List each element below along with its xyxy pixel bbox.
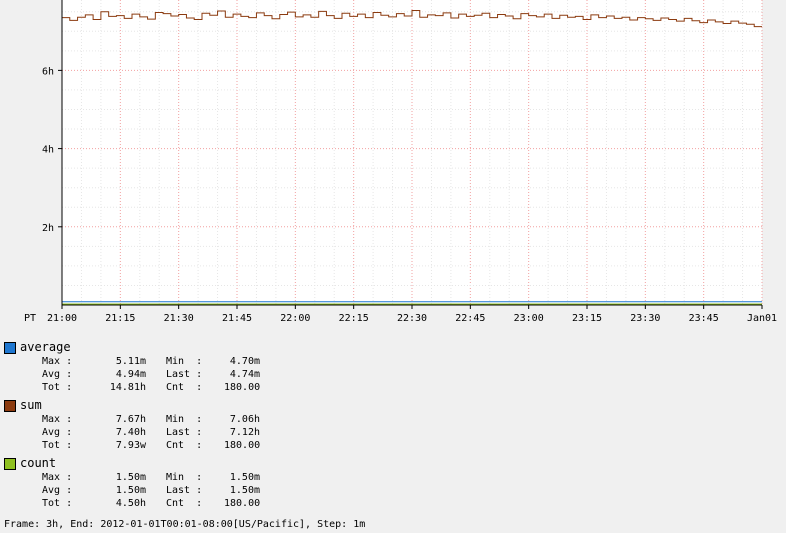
y-tick-label: 6h bbox=[42, 66, 54, 77]
legend-name: average bbox=[20, 340, 71, 354]
x-tick-label: Jan01 bbox=[747, 313, 777, 324]
legend-name: sum bbox=[20, 398, 42, 412]
plot-area bbox=[62, 0, 762, 304]
last-value: 4.74m bbox=[229, 369, 260, 380]
x-tick-label: 23:00 bbox=[514, 313, 544, 324]
avg-label: Avg : bbox=[42, 427, 73, 438]
max-value: 5.11m bbox=[115, 356, 146, 367]
x-tick-label: 23:15 bbox=[572, 313, 602, 324]
y-tick-label: 2h bbox=[42, 223, 54, 234]
avg-label: Avg : bbox=[42, 485, 73, 496]
series-line-sum bbox=[62, 10, 762, 28]
time-series-chart: 2h 4h 6h 21:00 21:15 21:30 21:45 22:00 22:15 22:3… bbox=[24, 0, 777, 324]
tot-value: 4.50h bbox=[115, 498, 146, 509]
legend-entry-average: average Max : 5.11m Min : 4.70m Avg : 4.… bbox=[4, 340, 260, 394]
last-label: Last : bbox=[166, 485, 203, 496]
tot-label: Tot : bbox=[42, 382, 73, 393]
last-label: Last : bbox=[166, 369, 203, 380]
sum-swatch bbox=[4, 399, 16, 412]
max-label: Max : bbox=[42, 472, 73, 483]
x-tick-label: 21:30 bbox=[164, 313, 194, 324]
cnt-label: Cnt : bbox=[166, 440, 203, 451]
x-tick-label: 21:00 bbox=[47, 313, 77, 324]
series-lines bbox=[62, 10, 762, 305]
legend-entry-sum: sum Max : 7.67h Min : 7.06h Avg : 7.40h … bbox=[4, 398, 260, 452]
avg-value: 7.40h bbox=[115, 427, 146, 438]
x-tick-label: 21:15 bbox=[105, 313, 135, 324]
timezone-label: PT bbox=[24, 313, 36, 324]
legend-name: count bbox=[20, 456, 57, 470]
axis-ticks: 2h 4h 6h 21:00 21:15 21:30 21:45 22:00 22:15 22:3… bbox=[24, 66, 777, 324]
last-value: 1.50m bbox=[229, 485, 260, 496]
last-label: Last : bbox=[166, 427, 203, 438]
min-value: 4.70m bbox=[229, 356, 260, 367]
avg-value: 1.50m bbox=[115, 485, 146, 496]
legend: average Max : 5.11m Min : 4.70m Avg : 4.… bbox=[4, 340, 260, 514]
tot-value: 14.81h bbox=[109, 382, 146, 393]
cnt-value: 180.00 bbox=[224, 440, 261, 451]
max-label: Max : bbox=[42, 414, 73, 425]
min-label: Min : bbox=[166, 414, 203, 425]
x-tick-label: 22:45 bbox=[455, 313, 485, 324]
x-tick-label: 23:45 bbox=[689, 313, 719, 324]
cnt-value: 180.00 bbox=[224, 498, 261, 509]
frame-info-footer: Frame: 3h, End: 2012-01-01T00:01-08:00[U… bbox=[4, 519, 366, 530]
x-tick-label: 21:45 bbox=[222, 313, 252, 324]
max-value: 1.50m bbox=[115, 472, 146, 483]
min-label: Min : bbox=[166, 356, 203, 367]
legend-entry-count: count Max : 1.50m Min : 1.50m Avg : 1.50… bbox=[4, 456, 260, 510]
min-label: Min : bbox=[166, 472, 203, 483]
x-tick-label: 23:30 bbox=[630, 313, 660, 324]
last-value: 7.12h bbox=[229, 427, 260, 438]
avg-value: 4.94m bbox=[115, 369, 146, 380]
tot-label: Tot : bbox=[42, 440, 73, 451]
x-tick-label: 22:15 bbox=[339, 313, 369, 324]
cnt-value: 180.00 bbox=[224, 382, 261, 393]
min-value: 1.50m bbox=[229, 472, 260, 483]
min-value: 7.06h bbox=[229, 414, 260, 425]
cnt-label: Cnt : bbox=[166, 498, 203, 509]
max-label: Max : bbox=[42, 356, 73, 367]
max-value: 7.67h bbox=[115, 414, 146, 425]
y-tick-label: 4h bbox=[42, 145, 54, 156]
avg-label: Avg : bbox=[42, 369, 73, 380]
x-tick-label: 22:30 bbox=[397, 313, 427, 324]
count-swatch bbox=[4, 457, 16, 470]
x-tick-label: 22:00 bbox=[280, 313, 310, 324]
tot-value: 7.93w bbox=[115, 440, 146, 451]
cnt-label: Cnt : bbox=[166, 382, 203, 393]
average-swatch bbox=[4, 341, 16, 354]
tot-label: Tot : bbox=[42, 498, 73, 509]
